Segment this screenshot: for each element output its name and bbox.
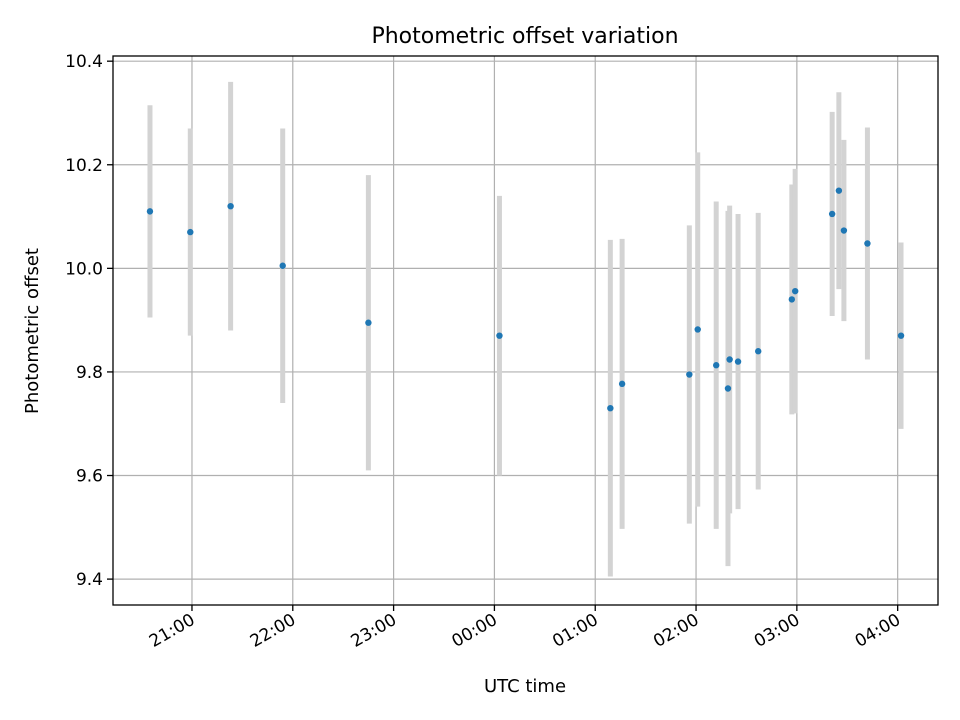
data-point bbox=[840, 227, 848, 234]
data-point bbox=[713, 362, 720, 369]
data-point bbox=[694, 326, 701, 333]
y-axis-label: Photometric offset bbox=[22, 248, 43, 414]
plot-frame bbox=[112, 55, 939, 606]
data-point bbox=[864, 240, 871, 247]
data-point bbox=[279, 262, 286, 269]
y-tick-label: 9.6 bbox=[76, 467, 103, 487]
data-point bbox=[686, 371, 693, 378]
x-axis-label: UTC time bbox=[484, 676, 566, 697]
data-point bbox=[227, 202, 234, 210]
data-point bbox=[791, 287, 799, 295]
data-point bbox=[726, 356, 733, 363]
data-point bbox=[607, 404, 614, 412]
y-tick-label: 10.4 bbox=[65, 52, 103, 72]
chart-title: Photometric offset variation bbox=[371, 24, 678, 49]
data-point bbox=[734, 358, 742, 365]
data-point bbox=[755, 348, 762, 355]
data-point bbox=[835, 187, 843, 194]
data-point bbox=[146, 208, 154, 215]
y-tick-label: 9.8 bbox=[76, 363, 103, 383]
y-tick-label: 10.0 bbox=[65, 259, 103, 279]
data-point bbox=[496, 332, 503, 339]
data-point bbox=[365, 319, 372, 326]
data-point bbox=[724, 385, 732, 392]
data-point bbox=[788, 296, 796, 303]
data-point bbox=[897, 332, 905, 339]
y-tick-label: 9.4 bbox=[76, 570, 103, 590]
point-layer bbox=[146, 187, 905, 412]
data-point bbox=[187, 228, 194, 236]
data-point bbox=[828, 210, 836, 218]
y-tick-label: 10.2 bbox=[65, 156, 103, 176]
data-point bbox=[618, 380, 626, 388]
